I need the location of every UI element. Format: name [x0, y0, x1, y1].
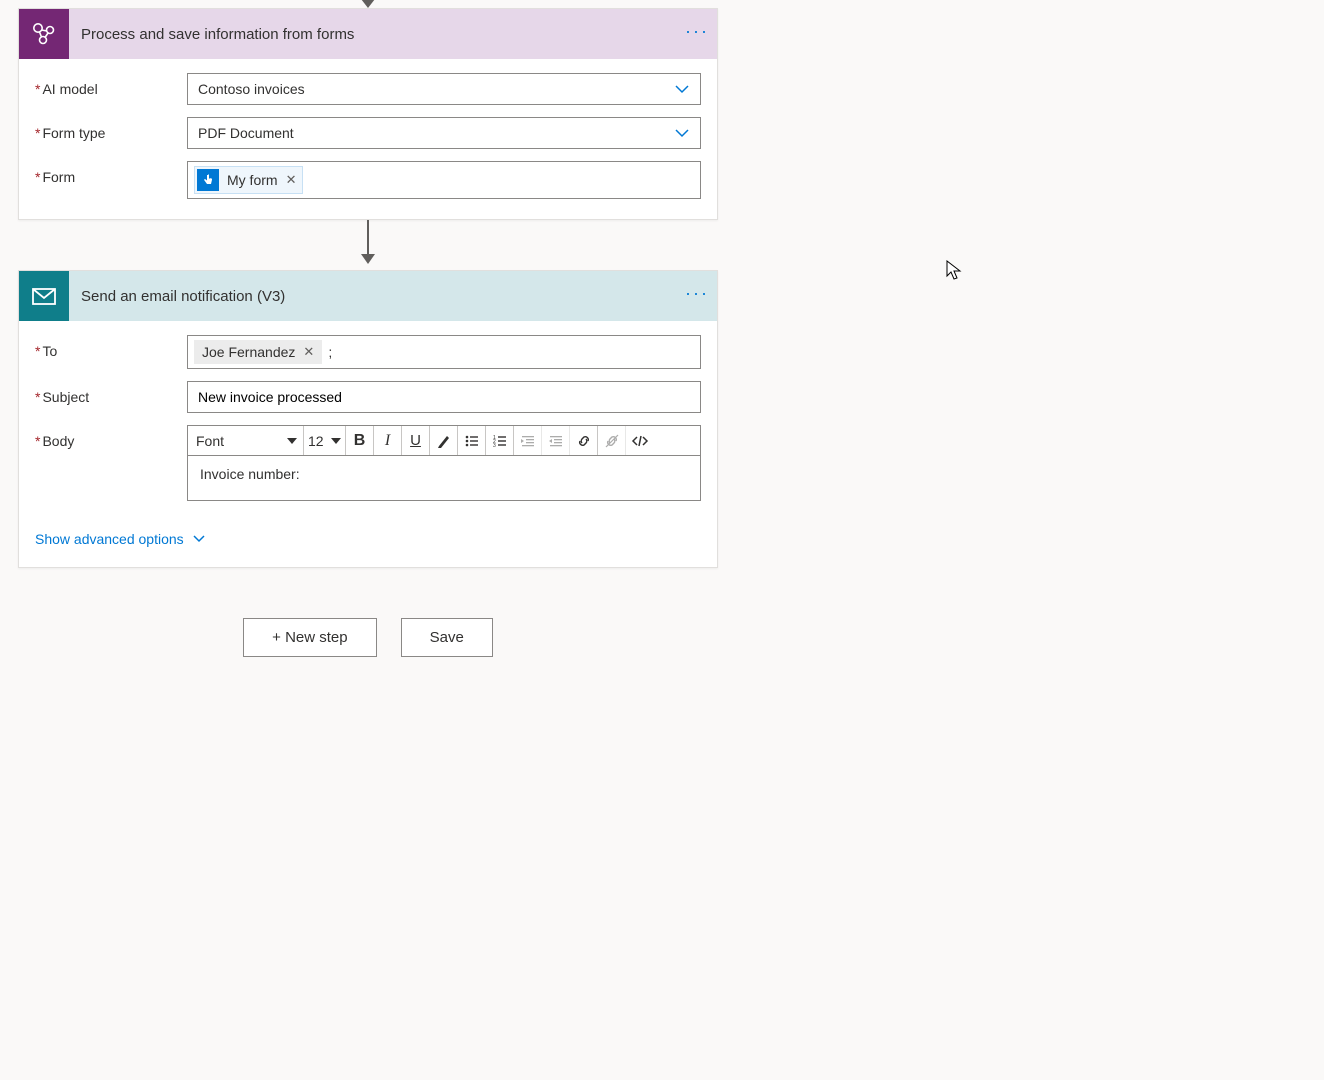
form-type-select[interactable]: PDF Document: [187, 117, 701, 149]
cursor-icon: [946, 260, 962, 282]
rte-toolbar: Font 12 B I U: [188, 426, 700, 456]
step-menu-button[interactable]: ···: [677, 283, 717, 310]
rte-size-select[interactable]: 12: [304, 426, 346, 455]
body-content[interactable]: Invoice number:: [188, 456, 700, 500]
field-label-to: *To: [35, 335, 187, 359]
rte-link-button[interactable]: [570, 426, 598, 455]
rte-outdent-button[interactable]: [514, 426, 542, 455]
form-input[interactable]: My form ✕: [187, 161, 701, 199]
svg-text:3: 3: [493, 443, 496, 449]
to-chip: Joe Fernandez ✕: [194, 340, 322, 364]
rte-color-button[interactable]: [430, 426, 458, 455]
field-label-form: *Form: [35, 161, 187, 185]
step-title: Send an email notification (V3): [69, 288, 677, 305]
body-editor: Font 12 B I U: [187, 425, 701, 501]
flow-step-ai-forms: Process and save information from forms …: [18, 8, 718, 220]
chevron-down-icon: [674, 125, 690, 141]
form-type-value: PDF Document: [198, 125, 294, 141]
to-suffix: ;: [324, 344, 336, 360]
footer-actions: + New step Save: [18, 618, 718, 657]
ai-model-value: Contoso invoices: [198, 81, 305, 97]
connector-arrow: [18, 220, 718, 270]
field-label-ai-model: *AI model: [35, 73, 187, 97]
field-label-body: *Body: [35, 425, 187, 449]
rte-font-select[interactable]: Font: [192, 426, 304, 455]
step-menu-button[interactable]: ···: [677, 21, 717, 48]
field-label-form-type: *Form type: [35, 117, 187, 141]
rte-bullet-list-button[interactable]: [458, 426, 486, 455]
rte-number-list-button[interactable]: 123: [486, 426, 514, 455]
show-advanced-link[interactable]: Show advanced options: [35, 531, 206, 547]
rte-italic-button[interactable]: I: [374, 426, 402, 455]
ai-builder-icon: [19, 9, 69, 59]
save-button[interactable]: Save: [401, 618, 493, 657]
subject-input[interactable]: [187, 381, 701, 413]
new-step-button[interactable]: + New step: [243, 618, 376, 657]
chip-remove-icon[interactable]: ✕: [286, 172, 297, 188]
rte-underline-button[interactable]: U: [402, 426, 430, 455]
mail-icon: [19, 271, 69, 321]
form-chip: My form ✕: [194, 166, 303, 194]
chevron-down-icon: [674, 81, 690, 97]
step-header[interactable]: Send an email notification (V3) ···: [19, 271, 717, 321]
rte-bold-button[interactable]: B: [346, 426, 374, 455]
caret-down-icon: [331, 438, 341, 444]
touch-icon: [197, 169, 219, 191]
rte-indent-button[interactable]: [542, 426, 570, 455]
form-chip-label: My form: [227, 172, 278, 188]
chip-remove-icon[interactable]: ✕: [303, 344, 314, 360]
rte-code-button[interactable]: [626, 426, 654, 455]
flow-step-email: Send an email notification (V3) ··· *To …: [18, 270, 718, 568]
subject-field[interactable]: [198, 383, 690, 411]
rte-unlink-button[interactable]: [598, 426, 626, 455]
caret-down-icon: [287, 438, 297, 444]
to-input[interactable]: Joe Fernandez ✕ ;: [187, 335, 701, 369]
step-title: Process and save information from forms: [69, 26, 677, 43]
chevron-down-icon: [192, 532, 206, 546]
to-chip-label: Joe Fernandez: [202, 344, 295, 360]
ai-model-select[interactable]: Contoso invoices: [187, 73, 701, 105]
step-header[interactable]: Process and save information from forms …: [19, 9, 717, 59]
field-label-subject: *Subject: [35, 381, 187, 405]
connector-arrow-top: [366, 0, 370, 8]
